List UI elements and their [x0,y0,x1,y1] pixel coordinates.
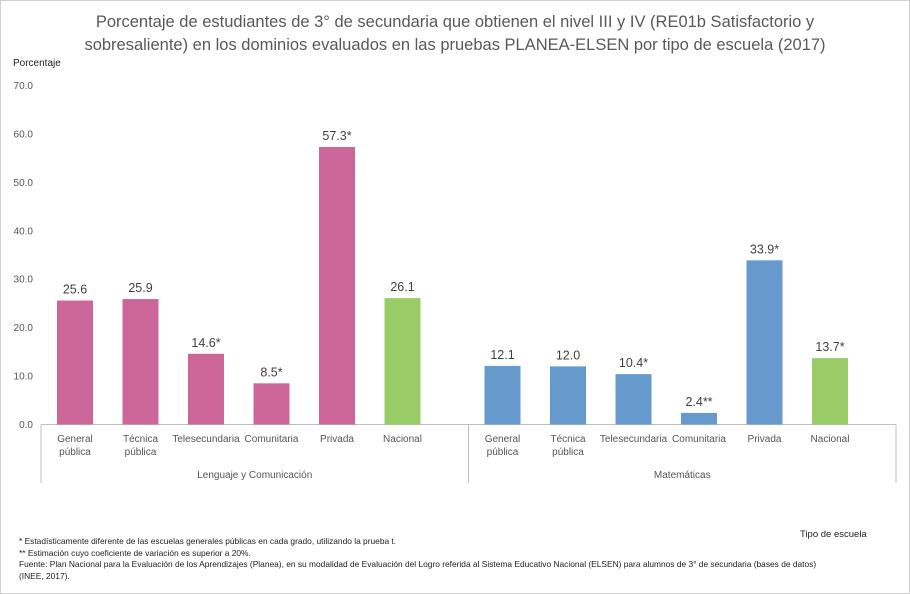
data-label: 10.4* [619,356,648,370]
footnote-source: Fuente: Plan Nacional para la Evaluación… [19,559,817,569]
data-label: 12.0 [556,348,580,362]
data-label: 57.3* [322,129,351,143]
category-label: Comunitaria [245,434,299,445]
y-tick-label: 60.0 [14,129,34,140]
y-tick-label: 50.0 [14,178,34,189]
bar [484,365,521,425]
category-label: General [485,434,521,445]
category-label: Técnica [123,434,158,445]
data-label: 13.7* [815,340,844,354]
bar [746,260,783,425]
bar [550,366,586,425]
footnote-double-asterisk: ** Estimación cuyo coeficiente de variac… [19,547,251,558]
chart-title-line-1: Porcentaje de estudiantes de 3° de secun… [95,13,815,31]
footnotes: * Estadísticamente diferente de las escu… [19,536,889,582]
category-label: pública [59,447,91,458]
y-tick-label: 0.0 [19,420,33,431]
bar-chart: 0.0 10.0 20.0 30.0 40.0 50.0 60.0 70.0 25.6 Gener… [14,81,897,483]
category-label: Privada [320,434,354,445]
data-label: 26.1 [390,280,414,294]
category-label: General [57,434,93,445]
data-label: 12.1 [490,348,514,362]
bar [122,299,159,425]
bar [319,147,355,425]
chart-title-line-2: sobresaliente) en los dominios evaluados… [84,36,826,54]
bar [681,412,717,425]
y-tick-label: 30.0 [14,275,34,286]
bar [384,298,421,425]
y-axis-label: Porcentaje [13,58,61,69]
category-label: Telesecundaria [172,434,240,445]
category-label: Técnica [550,434,585,445]
data-label: 25.9 [128,281,152,295]
y-tick-label: 10.0 [14,372,34,383]
bar [188,353,224,425]
chart-title: Porcentaje de estudiantes de 3° de secun… [40,11,870,57]
category-label: Telesecundaria [600,434,668,445]
group-label: Lenguaje y Comunicación [197,470,312,481]
bar [812,358,848,425]
y-tick-label: 40.0 [14,226,34,237]
x-axis-title: Tipo de escuela [800,529,867,540]
bar [615,374,652,425]
footnote-single-asterisk: * Estadísticamente diferente de las escu… [19,536,397,546]
category-label: pública [552,447,584,458]
data-label: 25.6 [63,283,87,297]
data-label: 33.9* [750,242,779,256]
category-label: pública [125,447,157,458]
data-label: 2.4** [685,395,712,409]
category-label: pública [487,447,519,458]
category-label: Nacional [811,434,850,445]
y-tick-label: 20.0 [14,323,34,334]
category-label: Comunitaria [672,434,726,445]
y-tick-label: 70.0 [14,81,34,92]
bar [253,383,290,425]
category-label: Nacional [383,434,422,445]
group-label: Matemáticas [654,470,711,481]
data-label: 14.6* [191,336,220,350]
bar [57,300,93,425]
data-label: 8.5* [260,365,282,379]
category-label: Privada [748,434,782,445]
footnote-source-citation: (INEE, 2017). [19,570,70,581]
